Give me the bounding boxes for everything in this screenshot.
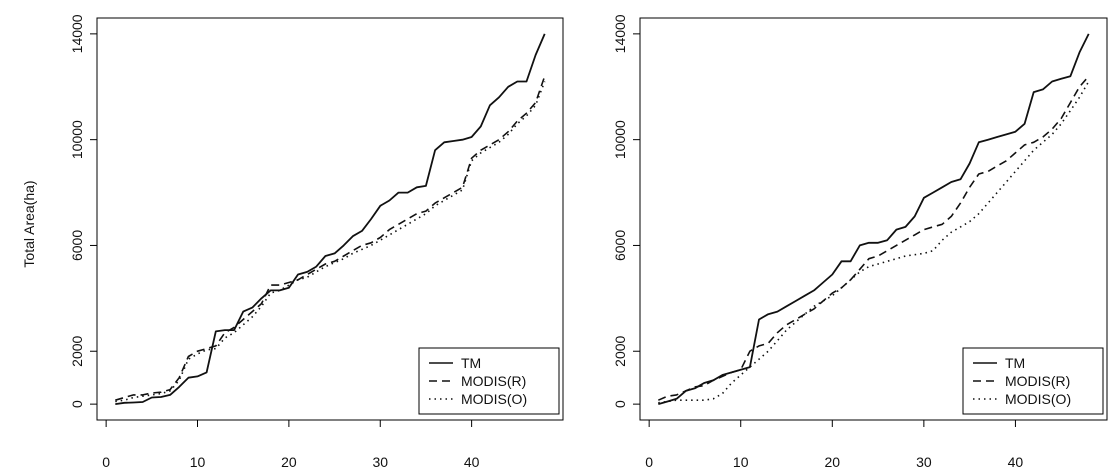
panel-2-x-tick-label: 0 (645, 454, 653, 470)
panel-1-series-modis-r-line (115, 75, 546, 401)
panel-2-x-tick-label: 30 (916, 454, 932, 470)
panel-2-y-tick-label: 6000 (612, 230, 628, 261)
panel-2-x-tick-label: 40 (1008, 454, 1024, 470)
panel-1-legend-label: TM (461, 355, 481, 371)
panel-2-plot-frame (639, 17, 1108, 421)
panel-2-x-tick-label: 20 (825, 454, 841, 470)
panel-1-x-tick-label: 10 (190, 454, 206, 470)
panel-1-plot-frame (96, 17, 564, 421)
panel-1-y-tick-label: 2000 (69, 335, 85, 366)
panel-1-y-tick-label: 14000 (69, 14, 85, 53)
panel-1-y-tick-label: 10000 (69, 120, 85, 159)
panel-2-legend-label: MODIS(R) (1005, 373, 1070, 389)
panel-2-x-tick-label: 10 (733, 454, 749, 470)
panel-2-y-tick-label: 10000 (612, 120, 628, 159)
panel-2-y-tick-label: 14000 (612, 14, 628, 53)
panel-1-x-tick-label: 40 (464, 454, 480, 470)
panel-1-x-tick-label: 0 (102, 454, 110, 470)
panel-1-y-tick-label: 0 (69, 400, 85, 408)
panel-1-series-tmline (115, 33, 546, 405)
panel-2-legend-label: TM (1005, 355, 1025, 371)
y-axis-label: Total Area(ha) (21, 180, 37, 267)
panel-1-series-modis-o-line (115, 81, 546, 403)
panel-1-legend-label: MODIS(O) (461, 391, 527, 407)
panel-1-x-tick-label: 30 (372, 454, 388, 470)
panel-1-x-tick-label: 20 (281, 454, 297, 470)
panel-2-y-tick-label: 0 (612, 400, 628, 408)
panel-2-series-modis-r-line (657, 75, 1090, 401)
panel-2-y-tick-label: 2000 (612, 335, 628, 366)
panel-2-legend-label: MODIS(O) (1005, 391, 1071, 407)
panel-2-series-tmline (658, 33, 1090, 405)
panel-1-legend-label: MODIS(R) (461, 373, 526, 389)
panel-2-series-modis-o-line (658, 81, 1090, 404)
panel-1-y-tick-label: 6000 (69, 230, 85, 261)
